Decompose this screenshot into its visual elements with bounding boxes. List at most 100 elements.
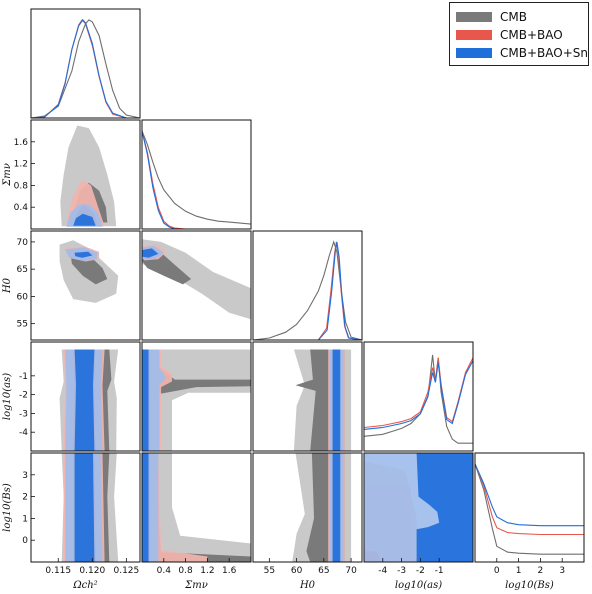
marginal-omch2-cmb [31, 19, 140, 118]
legend-swatch-cmb [456, 12, 492, 22]
x-tick-label-H0: 70 [345, 566, 357, 576]
panel-content-3-4 [364, 453, 473, 562]
x-tick-label-H0: 60 [291, 566, 303, 576]
x-tick-label-omch2: 0.115 [45, 566, 71, 576]
marginal-H0-cmb-bao [253, 241, 362, 340]
x-tick-label-mnu: 1.6 [222, 566, 237, 576]
y-axis-label-log_as: log10(as) [2, 373, 13, 420]
panel-frame-0-1 [30, 119, 141, 230]
panel-frame-2-4 [252, 452, 363, 563]
x-axis-label-omch2: Ωch² [72, 580, 97, 591]
x-tick-label-log_bs: 1 [516, 566, 522, 576]
contour-mnu-vs-log_bs-cmb-outer [142, 453, 251, 562]
panel-frame-0-3 [30, 341, 141, 452]
marginal-mnu-cmb-bao-sn [142, 130, 251, 229]
x-tick-label-log_bs: 2 [538, 566, 544, 576]
panel-frame-4-4 [474, 452, 585, 563]
y-tick-label-H0: 60 [17, 292, 29, 302]
y-tick-label-log_bs: 3 [22, 471, 28, 481]
panel-frame-0-4 [30, 452, 141, 563]
panel-frame-1-2 [141, 230, 252, 341]
x-axis-label-log_as: log10(as) [395, 580, 442, 591]
contour-H0-vs-log_bs-cmb-bao-sn-inner [332, 453, 341, 562]
contour-mnu-vs-log_bs-cmb-bao-sn-inner [142, 453, 149, 562]
panel-content-1-2 [142, 239, 251, 320]
x-tick-label-omch2: 0.120 [79, 566, 105, 576]
y-tick-label-log_as: -4 [19, 428, 28, 438]
panel-content-3-3 [364, 354, 473, 444]
y-tick-label-mnu: 0.4 [14, 203, 29, 213]
marginal-log_bs-cmb-bao [475, 463, 584, 536]
panel-content-2-2 [253, 240, 362, 340]
x-tick-label-mnu: 1.2 [200, 566, 214, 576]
y-tick-label-H0: 55 [17, 320, 28, 330]
panel-content-2-4 [292, 453, 352, 562]
panel-content-0-1 [60, 125, 117, 227]
x-tick-label-H0: 55 [264, 566, 275, 576]
panel-content-0-4 [61, 453, 119, 562]
panel-content-0-2 [59, 240, 119, 303]
panel-frame-1-3 [141, 341, 252, 452]
y-tick-label-log_as: -1 [19, 372, 28, 382]
y-tick-label-log_as: -2 [19, 391, 28, 401]
marginal-log_as-cmb-bao-sn [364, 360, 473, 430]
marginal-omch2-cmb-bao-sn [31, 19, 140, 118]
panel-frame-3-4 [363, 452, 474, 563]
x-axis-label-H0: H0 [299, 580, 316, 591]
marginal-H0-cmb [253, 240, 362, 340]
y-tick-label-log_as: -3 [19, 409, 28, 419]
contour-omch2-vs-H0-cmb-inner [70, 253, 108, 285]
panel-content-2-3 [293, 349, 352, 451]
y-axis-label-log_bs: log10(Bs) [2, 483, 13, 532]
marginal-log_bs-cmb [475, 463, 584, 555]
panel-frame-3-3 [363, 341, 474, 452]
x-tick-label-log_bs: 3 [559, 566, 565, 576]
x-tick-label-log_bs: 0 [494, 566, 500, 576]
x-tick-label-H0: 65 [318, 566, 329, 576]
contour-mnu-vs-log_as-cmb-bao-sn-inner [142, 349, 149, 451]
legend: CMB CMB+BAO CMB+BAO+Sn [449, 2, 589, 66]
x-tick-label-log_as: -1 [435, 566, 444, 576]
legend-swatch-cmb-bao [456, 30, 492, 40]
panel-content-1-3 [142, 349, 251, 451]
y-axis-label-mnu: Σmν [2, 163, 13, 187]
contour-log_as-vs-log_bs-cmb-bao-sn-inner [416, 453, 473, 562]
contour-omch2-vs-log_bs-cmb-bao-sn-inner [74, 453, 95, 562]
x-axis-label-mnu: Σmν [184, 580, 208, 591]
y-tick-label-mnu: 1.2 [14, 160, 28, 170]
marginal-log_as-cmb [364, 354, 473, 444]
panel-frame-1-4 [141, 452, 252, 563]
marginal-omch2-cmb-bao [31, 19, 140, 118]
panel-content-4-4 [475, 463, 584, 555]
contour-omch2-vs-H0-cmb-bao-sn-inner [74, 251, 93, 258]
panel-frame-0-0 [30, 8, 141, 119]
x-tick-label-mnu: 0.4 [157, 566, 172, 576]
contour-mnu-vs-H0-cmb-bao-sn-inner [142, 248, 159, 258]
panel-content-0-0 [31, 19, 140, 118]
panel-frame-1-1 [141, 119, 252, 230]
y-tick-label-H0: 70 [17, 238, 29, 248]
contour-omch2-vs-mnu-cmb-bao-sn-inner [73, 213, 96, 226]
panel-content-1-4 [142, 453, 251, 562]
panel-frame-2-2 [252, 230, 363, 341]
y-tick-label-mnu: 0.8 [14, 181, 29, 191]
contour-mnu-vs-H0-cmb-outer [142, 239, 251, 320]
y-tick-label-mnu: 1.6 [14, 138, 29, 148]
panel-frame-2-3 [252, 341, 363, 452]
y-tick-label-log_bs: 1 [22, 514, 28, 524]
x-tick-label-mnu: 0.8 [178, 566, 193, 576]
legend-label-cmb-bao-sn: CMB+BAO+Sn [500, 46, 588, 60]
contour-mnu-vs-log_bs-cmb-bao-outer [142, 453, 208, 562]
legend-label-cmb: CMB [500, 10, 527, 24]
contour-omch2-vs-log_as-cmb-bao-sn-inner [74, 349, 95, 451]
x-tick-label-log_as: -3 [397, 566, 406, 576]
legend-swatch-cmb-bao-sn [456, 48, 492, 58]
legend-item-cmb-bao-sn: CMB+BAO+Sn [456, 45, 588, 61]
marginal-mnu-cmb [142, 130, 251, 225]
y-tick-label-log_bs: 2 [22, 493, 28, 503]
panel-frame-0-2 [30, 230, 141, 341]
marginal-log_bs-cmb-bao-sn [475, 463, 584, 527]
marginal-log_as-cmb-bao [364, 357, 473, 429]
panel-content-1-1 [142, 130, 251, 229]
x-tick-label-omch2: 0.125 [113, 566, 139, 576]
